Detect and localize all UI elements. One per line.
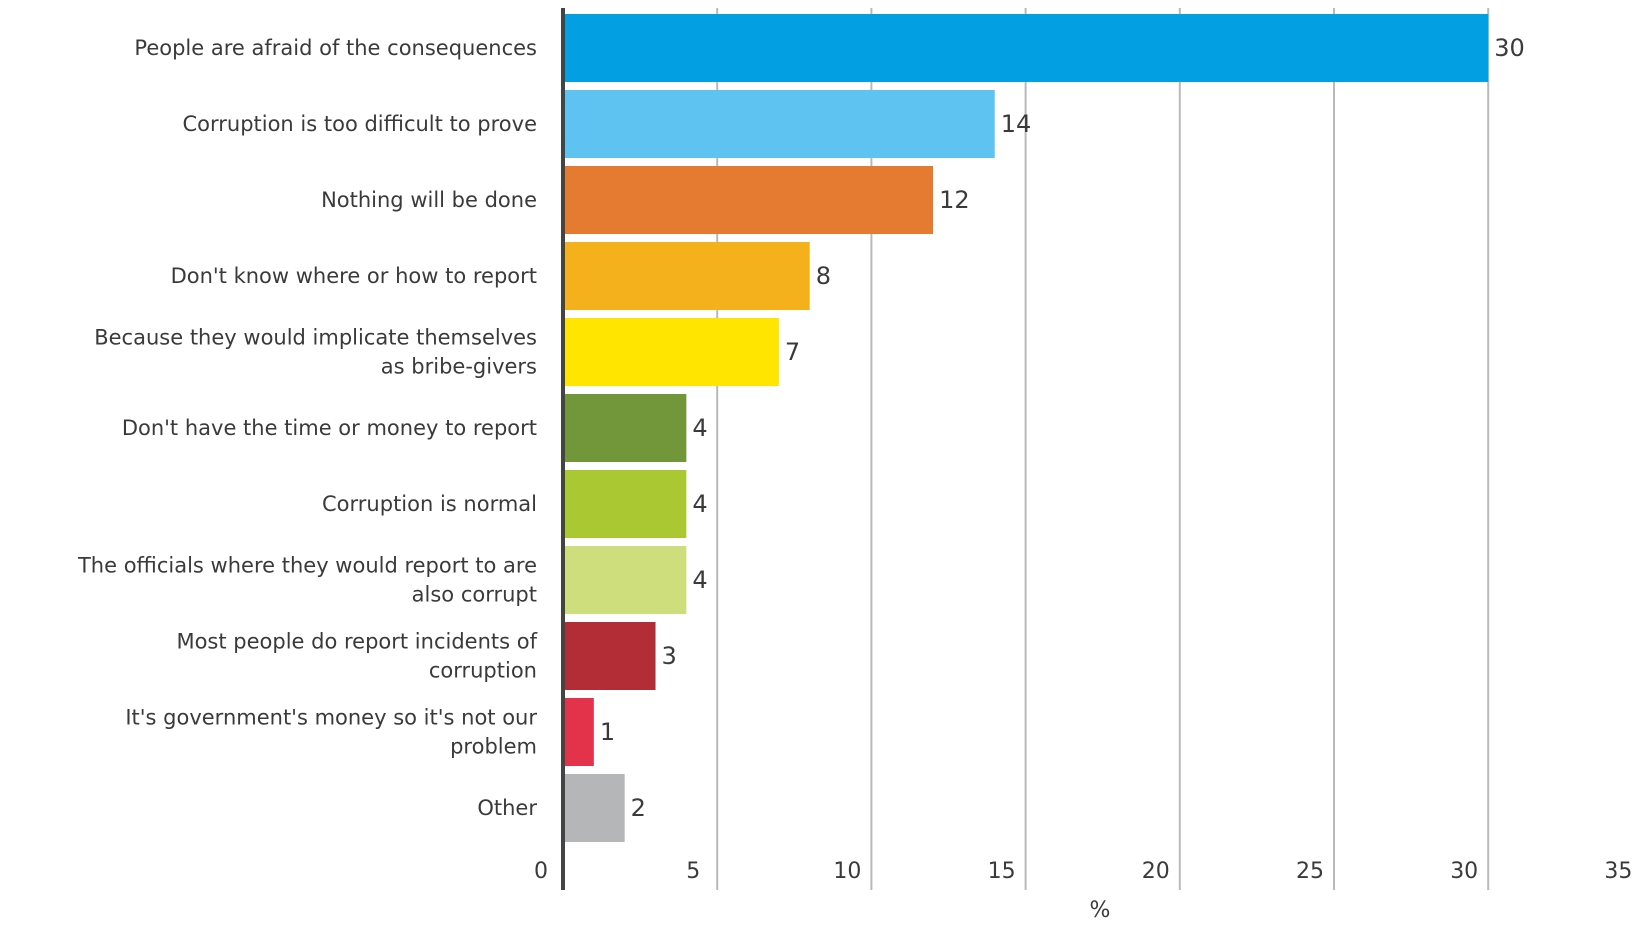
x-tick-label-10: 10 [833,859,861,884]
category-label-4: Don't know where or how to report [171,264,537,288]
bar-1 [563,14,1489,82]
value-label-6: 4 [692,414,707,442]
bar-7 [563,470,687,538]
value-label-10: 1 [600,718,615,746]
value-label-5: 7 [785,338,800,366]
x-tick-label-25: 25 [1296,859,1324,884]
x-tick-label-layer: 0 5 10 15 20 25 30 35 [534,859,1632,884]
bar-5 [563,318,779,386]
category-label-7: Corruption is normal [322,492,537,516]
category-label-2: Corruption is too difficult to prove [182,112,537,136]
category-label-3: Nothing will be done [321,188,537,212]
category-label-11: Other [477,796,537,820]
category-label-6: Don't have the time or money to report [122,416,537,440]
bar-2 [563,90,995,158]
category-label-8-line-2: also corrupt [412,583,537,607]
category-label-5-line-2: as bribe-givers [381,355,537,379]
value-label-8: 4 [692,566,707,594]
category-label-1: People are afraid of the consequences [134,36,537,60]
x-axis-title: % [1090,898,1111,923]
value-label-9: 3 [662,642,677,670]
x-tick-label-0: 0 [534,859,548,884]
value-label-3: 12 [939,186,970,214]
value-label-7: 4 [692,490,707,518]
category-label-8-line-1: The officials where they would report to… [77,554,537,578]
x-tick-label-20: 20 [1142,859,1170,884]
bar-10 [563,698,594,766]
x-tick-label-35: 35 [1604,859,1632,884]
bar-3 [563,166,934,234]
value-label-4: 8 [816,262,831,290]
x-tick-label-15: 15 [988,859,1016,884]
category-label-5-line-1: Because they would implicate themselves [94,326,537,350]
value-label-1: 30 [1494,34,1525,62]
category-label-10-line-1: It's government's money so it's not our [125,706,537,730]
bar-layer [563,14,1489,842]
bar-6 [563,394,687,462]
value-label-11: 2 [631,794,646,822]
bar-11 [563,774,625,842]
bar-9 [563,622,656,690]
bar-4 [563,242,810,310]
category-label-9-line-1: Most people do report incidents of [176,630,537,654]
category-label-10-line-2: problem [450,735,537,759]
x-tick-label-5: 5 [686,859,700,884]
bar-8 [563,546,687,614]
category-label-9-line-2: corruption [429,659,537,683]
category-label-layer: People are afraid of the consequences Cor… [77,36,538,820]
value-label-2: 14 [1001,110,1032,138]
x-tick-label-30: 30 [1450,859,1478,884]
